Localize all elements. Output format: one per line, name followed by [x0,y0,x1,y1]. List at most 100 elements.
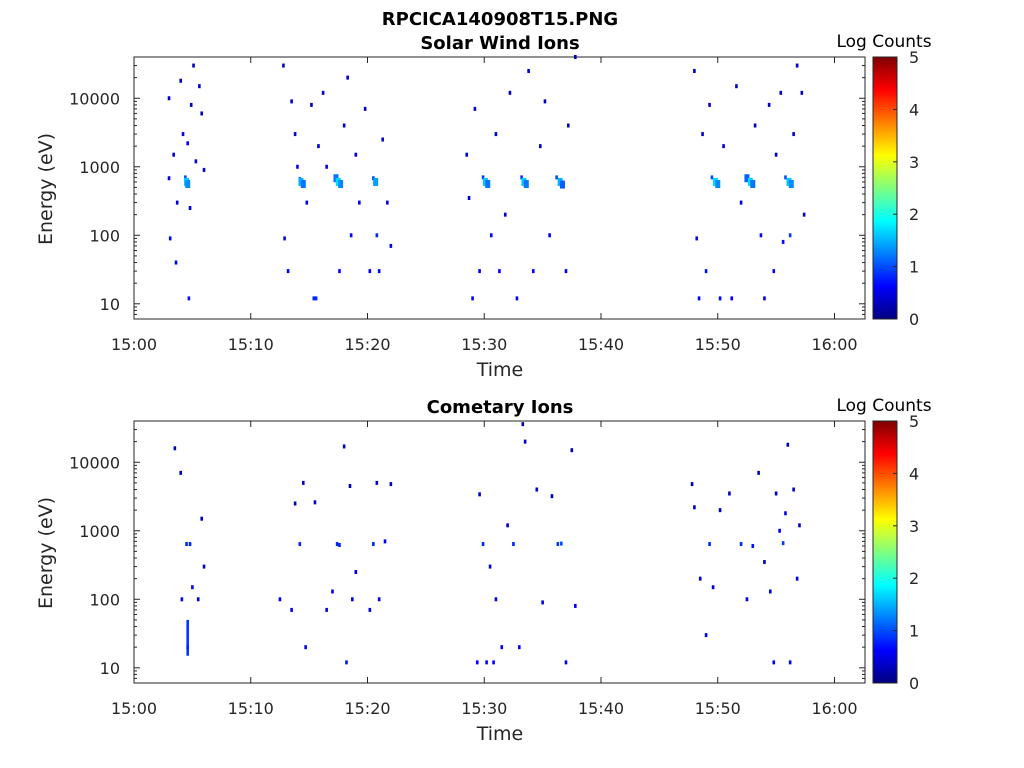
data-cell [168,236,172,241]
x-tick-label: 15:40 [578,699,624,718]
data-cell [494,132,498,137]
y-tick-label: 1000 [79,158,120,177]
data-cell [313,500,317,505]
data-cell [784,175,787,180]
data-cell [774,491,778,496]
data-cell [467,196,471,201]
data-cell [335,542,339,547]
data-cell [788,660,792,665]
colorbar-tick-label: 5 [909,48,919,67]
data-cell [498,269,501,274]
data-cell [570,448,574,453]
data-cell [188,206,192,211]
data-cell [194,159,198,164]
data-cell [751,543,755,548]
colorbar [872,420,898,684]
data-cell [286,269,290,274]
data-cell [358,200,361,205]
data-cell [363,106,367,111]
data-cell [690,482,694,487]
data-cell [282,63,285,68]
data-cell [351,597,354,602]
data-cell [792,132,795,137]
x-tick-label: 15:10 [228,335,274,354]
colorbar-tick-label: 1 [909,622,919,641]
data-cell [348,484,352,489]
data-cell [331,589,334,594]
x-tick-label: 15:10 [228,699,274,718]
data-cell [381,137,384,142]
data-cell [184,175,187,180]
data-cell [185,542,188,547]
colorbar-tick-label: 2 [909,569,919,588]
data-cell [739,200,743,205]
data-cell [786,442,790,447]
data-cell [753,123,757,128]
data-cell [293,132,297,137]
data-cell [338,269,341,274]
data-cell [186,645,190,650]
data-cell [722,144,725,149]
data-cell [695,236,699,241]
data-cell [559,180,565,189]
data-cell [795,576,799,581]
x-tick-label: 15:40 [578,335,624,354]
plot-area [133,420,866,684]
data-cell [708,102,711,107]
y-tick-label: 10000 [69,453,120,472]
data-cell [200,516,204,521]
x-tick-label: 16:00 [811,699,857,718]
colorbar-tick-label: 0 [909,310,919,329]
data-cell [556,542,560,547]
y-tick-label: 100 [89,590,120,609]
data-cell [715,180,721,189]
data-cell [512,542,515,547]
colorbar-tick-label: 1 [909,258,919,277]
x-tick-label: 15:20 [344,699,390,718]
data-cell [781,541,785,546]
x-tick-label: 15:00 [111,335,157,354]
data-cell [167,96,171,101]
data-cell [550,494,554,499]
data-cell [489,233,493,238]
y-tick-label: 10000 [69,89,120,108]
solar-wind-title: Solar Wind Ions [420,33,579,54]
data-cell [744,174,750,183]
data-cell [290,607,293,612]
data-cell [718,296,722,301]
data-cell [475,660,479,665]
data-cell [704,269,708,274]
data-cell [564,269,568,274]
data-cell [708,542,711,547]
data-cell [543,99,547,104]
cometary-title: Cometary Ions [427,397,574,418]
x-tick-label: 16:00 [811,335,857,354]
data-cell [314,296,318,301]
data-cell [735,84,738,89]
data-cell [492,660,495,665]
x-tick-label: 15:50 [695,699,741,718]
data-cell [312,296,316,301]
cometary-y-label: Energy (eV) [35,497,57,609]
data-cell [555,175,558,180]
data-cell [779,90,783,95]
data-cell [290,99,293,104]
data-cell [494,597,498,602]
colorbar-tick-label: 4 [909,464,919,483]
data-cell [198,84,201,89]
data-cell [750,180,756,189]
data-cell [354,570,358,575]
cometary-panel: Cometary Ions Log Counts Time Energy (eV… [35,396,932,745]
data-cell [185,180,191,189]
data-cell [349,233,353,238]
data-cell [710,175,714,180]
cometary-x-label: Time [476,723,524,745]
data-cell [788,233,792,238]
data-cell [478,492,481,497]
data-cell [784,511,787,516]
colorbar [872,56,898,320]
plot-area [133,56,866,320]
data-cell [541,600,544,605]
data-cell [188,542,192,547]
colorbar-tick-label: 3 [909,153,919,172]
